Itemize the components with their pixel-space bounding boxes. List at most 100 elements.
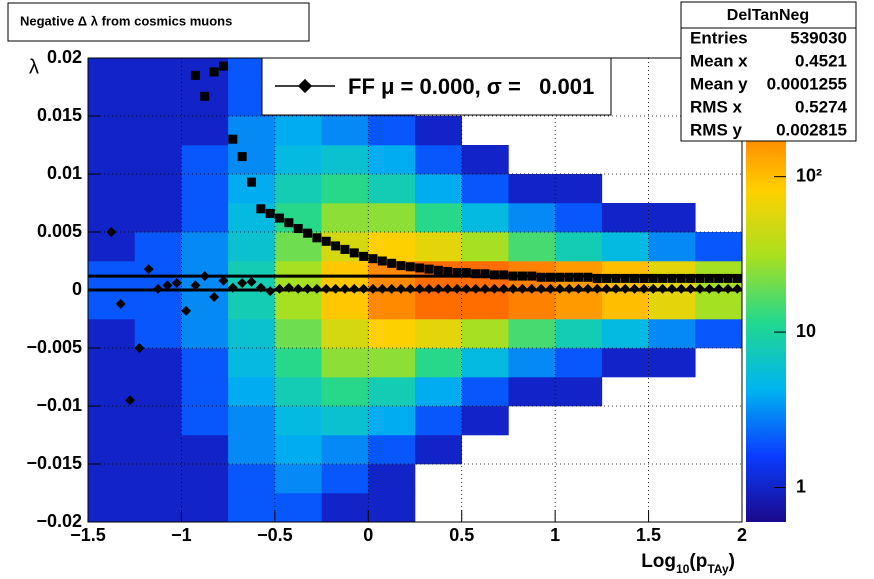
y-axis-label: λ — [29, 56, 39, 78]
rms-marker — [658, 273, 668, 283]
heat-cell — [555, 377, 603, 407]
heat-cell — [134, 58, 182, 88]
heat-cell — [134, 493, 182, 523]
stats-label: Entries — [690, 28, 748, 47]
heat-cell — [648, 203, 696, 233]
rms-marker — [200, 91, 210, 101]
rms-marker — [732, 273, 742, 283]
mean-marker — [237, 278, 248, 288]
rms-marker — [190, 70, 200, 80]
heat-cell — [649, 493, 696, 522]
heat-cell — [181, 493, 229, 523]
heat-cell — [134, 116, 182, 146]
mean-marker — [517, 283, 528, 294]
heat-cell — [134, 435, 182, 465]
rms-marker — [387, 258, 397, 268]
heat-cell — [602, 406, 649, 435]
mean-marker — [536, 283, 547, 294]
heat-cell — [508, 232, 556, 262]
heat-cell — [368, 377, 416, 407]
rms-marker — [377, 256, 387, 266]
heat-cell — [88, 435, 136, 465]
rms-marker — [639, 273, 649, 283]
heat-cell — [415, 406, 463, 436]
heat-cell — [602, 377, 649, 406]
mean-marker — [358, 283, 369, 294]
mean-marker — [713, 283, 724, 294]
stats-frame — [680, 1, 857, 142]
mean-marker — [293, 283, 304, 294]
stats-label: Mean y — [690, 74, 748, 93]
mean-marker — [386, 283, 397, 294]
stats-label: Mean x — [690, 51, 748, 70]
heat-cell — [274, 406, 322, 436]
y-tick-label: −0.02 — [36, 511, 82, 531]
heat-cell — [181, 319, 229, 349]
stats-value: 0.4521 — [795, 51, 847, 70]
heat-cell — [602, 116, 649, 145]
heat-cell — [321, 348, 369, 378]
y-tick-label: 0.015 — [37, 105, 82, 125]
heat-cell — [601, 348, 649, 378]
x-tick-label: −1 — [171, 525, 192, 545]
rms-marker — [359, 251, 369, 261]
heat-cell — [649, 145, 696, 174]
heat-cell — [181, 87, 229, 117]
heat-cell — [649, 435, 696, 464]
heat-cell — [462, 464, 509, 493]
heat-cell — [321, 406, 369, 436]
mean-marker — [143, 264, 154, 275]
heat-cell — [461, 348, 509, 378]
heat-cell — [228, 319, 276, 349]
heat-cell — [181, 348, 229, 378]
rms-marker — [396, 261, 406, 271]
y-tick-label: −0.015 — [26, 453, 82, 473]
heat-cell — [134, 319, 182, 349]
mean-marker — [433, 283, 444, 294]
x-label-part: Log — [641, 551, 676, 572]
mean-marker — [592, 283, 603, 294]
x-tick-label: 0.5 — [449, 525, 474, 545]
stats-box: DelTanNeg Entries 539030 Mean x 0.4521 Mean … — [680, 1, 857, 142]
heat-cell — [181, 406, 229, 436]
rms-marker — [471, 269, 481, 279]
mean-marker — [283, 282, 294, 293]
heat-cell — [555, 464, 602, 493]
plot-area — [87, 57, 743, 523]
heat-cell — [695, 203, 742, 232]
rms-marker — [284, 218, 294, 228]
heat-cell — [321, 319, 369, 349]
heat-cell — [602, 464, 649, 493]
heat-cell — [274, 464, 322, 494]
mean-marker — [470, 283, 481, 294]
heat-cell — [648, 319, 696, 349]
heat-cell — [321, 116, 369, 146]
rms-marker — [602, 273, 612, 283]
y-tick-label: 0.005 — [37, 221, 82, 241]
heat-cell — [461, 145, 509, 175]
heat-cell — [695, 377, 742, 406]
rms-marker — [714, 273, 724, 283]
heat-cell — [461, 377, 509, 407]
heat-cell — [134, 174, 182, 204]
heat-cell — [555, 116, 602, 145]
heat-cell — [181, 174, 229, 204]
stats-value: 539030 — [790, 28, 847, 47]
heat-cell — [415, 203, 463, 233]
heat-cell — [88, 58, 136, 88]
heat-cell — [274, 145, 322, 175]
rms-marker — [704, 273, 714, 283]
stats-title: DelTanNeg — [727, 7, 809, 24]
y-tick-label: 0 — [72, 279, 82, 299]
mean-marker — [601, 283, 612, 294]
mean-marker — [339, 283, 350, 294]
heat-cell — [274, 116, 322, 146]
mean-marker — [573, 283, 584, 294]
heat-cell — [695, 174, 742, 203]
heat-cell — [368, 493, 416, 523]
mean-marker — [582, 283, 593, 294]
rms-marker — [489, 270, 499, 280]
mean-marker — [227, 282, 238, 293]
heat-cell — [508, 348, 556, 378]
heat-cell — [695, 464, 742, 493]
